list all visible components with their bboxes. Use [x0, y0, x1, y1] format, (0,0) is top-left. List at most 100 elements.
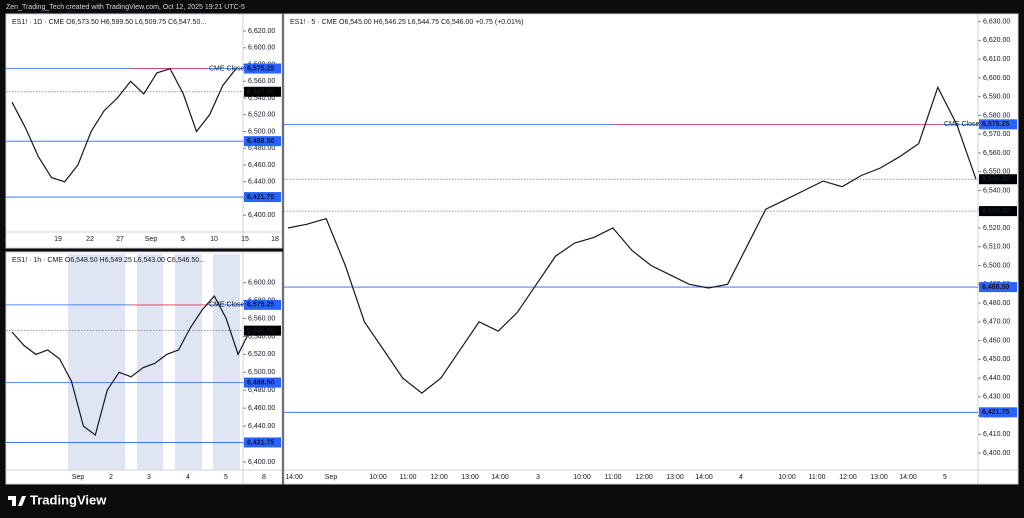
- y-tick-label: 6,510.00: [983, 244, 1010, 251]
- session-band: [175, 254, 202, 470]
- x-tick-label: 14:00: [491, 474, 509, 481]
- y-tick-label: 6,620.00: [983, 37, 1010, 44]
- x-tick-label: Sep: [325, 474, 338, 481]
- x-tick-label: 4: [739, 474, 743, 481]
- y-tick-label: 6,500.00: [248, 369, 275, 376]
- y-tick-label: 6,520.00: [248, 112, 275, 119]
- x-tick-label: 10:00: [573, 474, 591, 481]
- x-tick-label: 22: [86, 236, 94, 243]
- y-tick-label: 6,460.00: [983, 337, 1010, 344]
- y-tick-label: 6,590.00: [983, 94, 1010, 101]
- x-tick-label: 5: [181, 236, 185, 243]
- y-tick-label: 6,520.00: [248, 351, 275, 358]
- session-band: [137, 254, 163, 470]
- x-tick-label: 13:00: [461, 474, 479, 481]
- y-tick-label: 6,540.00: [248, 333, 275, 340]
- x-tick-label: 8: [262, 474, 266, 481]
- y-tick-label: 6,560.00: [983, 150, 1010, 157]
- x-tick-label: 2: [109, 474, 113, 481]
- price-badge-label: 6,547.50: [247, 89, 274, 96]
- y-tick-label: 6,410.00: [983, 431, 1010, 438]
- panel-legend: ES1! · 1h · CME O6,548.50 H6,549.25 L6,5…: [12, 257, 205, 264]
- y-tick-label: 6,540.00: [983, 187, 1010, 194]
- x-tick-label: 4: [186, 474, 190, 481]
- price-badge-label: 6,529.00: [982, 208, 1009, 215]
- y-tick-label: 6,580.00: [983, 112, 1010, 119]
- price-badge: [979, 174, 1017, 185]
- x-tick-label: 13:00: [666, 474, 684, 481]
- session-band: [68, 254, 125, 470]
- x-tick-label: 11:00: [605, 474, 622, 481]
- cme-close-label: CME Close: [944, 121, 980, 128]
- panel: [5, 13, 283, 249]
- y-tick-label: 6,470.00: [983, 319, 1010, 326]
- x-tick-label: 19: [54, 236, 62, 243]
- x-tick-label: 14:00: [899, 474, 917, 481]
- panel: [283, 13, 1019, 485]
- price-badge: [244, 325, 281, 336]
- y-tick-label: 6,480.00: [983, 300, 1010, 307]
- y-tick-label: 6,540.00: [248, 95, 275, 102]
- y-tick-label: 6,440.00: [983, 375, 1010, 382]
- session-band: [213, 254, 240, 470]
- y-tick-label: 6,440.00: [248, 423, 275, 430]
- x-tick-label: 10: [210, 236, 218, 243]
- y-tick-label: 6,570.00: [983, 131, 1010, 138]
- x-tick-label: 14:00: [695, 474, 713, 481]
- price-badge: [979, 407, 1017, 418]
- price-badge-label: 6,421.75: [247, 194, 274, 201]
- y-tick-label: 6,480.00: [248, 145, 275, 152]
- price-badge-label: 6,488.50: [982, 284, 1009, 291]
- x-tick-label: 3: [147, 474, 151, 481]
- y-tick-label: 6,400.00: [248, 459, 275, 466]
- price-badge: [244, 192, 281, 203]
- price-badge-label: 6,575.25: [247, 65, 274, 72]
- price-badge-label: 6,421.75: [247, 439, 274, 446]
- y-tick-label: 6,630.00: [983, 18, 1010, 25]
- y-tick-label: 6,560.00: [248, 78, 275, 85]
- y-tick-label: 6,440.00: [248, 179, 275, 186]
- x-tick-label: 12:00: [839, 474, 857, 481]
- price-badge-label: 6,546.00: [982, 176, 1009, 183]
- x-tick-label: Sep: [145, 236, 158, 243]
- price-badge: [244, 299, 281, 310]
- price-badge: [244, 86, 281, 97]
- price-badge: [244, 136, 281, 147]
- x-tick-label: 5: [224, 474, 228, 481]
- y-tick-label: 6,430.00: [983, 394, 1010, 401]
- panel-legend: ES1! · 5 · CME O6,545.00 H6,546.25 L6,54…: [290, 19, 524, 26]
- y-tick-label: 6,610.00: [983, 56, 1010, 63]
- y-tick-label: 6,480.00: [248, 387, 275, 394]
- y-tick-label: 6,460.00: [248, 162, 275, 169]
- price-badge: [244, 377, 281, 388]
- y-tick-label: 6,460.00: [248, 405, 275, 412]
- y-tick-label: 6,520.00: [983, 225, 1010, 232]
- y-tick-label: 6,500.00: [983, 262, 1010, 269]
- price-badge-label: 6,546.50: [247, 327, 274, 334]
- y-tick-label: 6,600.00: [248, 45, 275, 52]
- footer: TradingView: [30, 492, 107, 507]
- price-line: [11, 67, 237, 183]
- x-tick-label: 3: [536, 474, 540, 481]
- price-badge: [244, 63, 281, 74]
- price-line: [287, 85, 977, 394]
- x-tick-label: 18: [271, 236, 279, 243]
- panel-legend: ES1! · 1D · CME O6,573.50 H6,599.50 L6,5…: [12, 19, 206, 26]
- y-tick-label: 6,400.00: [248, 212, 275, 219]
- price-badge-label: 6,488.50: [247, 138, 274, 145]
- x-tick-label: Sep: [72, 474, 85, 481]
- price-badge: [979, 282, 1017, 293]
- x-tick-label: 11:00: [809, 474, 826, 481]
- x-tick-label: 11:00: [400, 474, 417, 481]
- y-tick-label: 6,450.00: [983, 356, 1010, 363]
- x-tick-label: 5: [943, 474, 947, 481]
- x-tick-label: 12:00: [635, 474, 653, 481]
- y-tick-label: 6,600.00: [983, 75, 1010, 82]
- header: Zen_Trading_Tech created with TradingVie…: [6, 4, 245, 11]
- x-tick-label: 15: [241, 236, 249, 243]
- y-tick-label: 6,620.00: [248, 28, 275, 35]
- y-tick-label: 6,400.00: [983, 450, 1010, 457]
- price-badge-label: 6,575.25: [247, 302, 274, 309]
